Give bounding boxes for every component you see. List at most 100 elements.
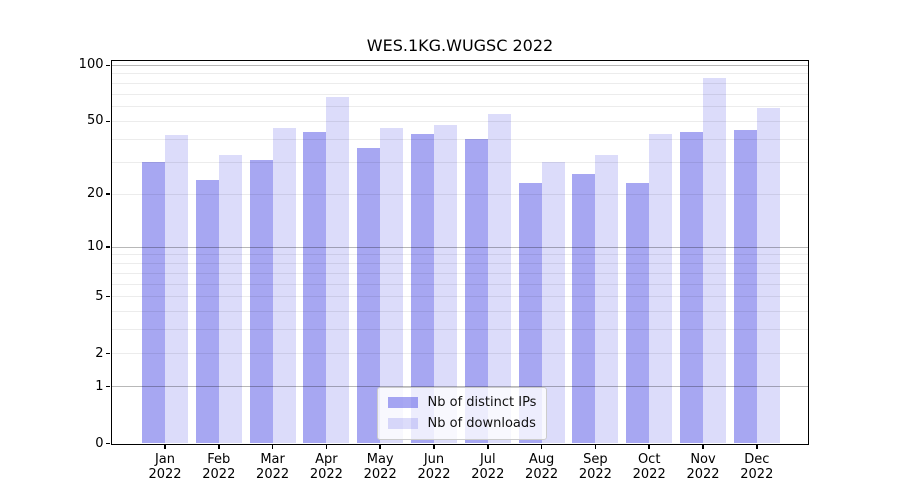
x-axis-label-month: May (366, 451, 394, 467)
gridline-minor (111, 193, 808, 195)
y-axis-tick (105, 442, 110, 445)
bar-distinct-ips-aug (518, 183, 542, 444)
x-axis-tick (271, 445, 274, 449)
x-axis-label-month: Jun (423, 451, 445, 467)
x-axis-label: Dec 2022 (717, 452, 797, 483)
x-axis-label-month: Nov (690, 451, 716, 467)
x-axis-label: Feb 2022 (179, 452, 259, 483)
x-axis-label-month: Apr (315, 451, 338, 467)
y-axis-tick (105, 246, 110, 248)
x-axis-label: Nov 2022 (663, 452, 743, 483)
x-axis-label: Jan 2022 (125, 452, 205, 483)
plot-area: Nb of distinct IPs Nb of downloads Jan 20… (79, 57, 809, 482)
gridline-minor (111, 93, 808, 95)
bar-downloads-feb (218, 154, 242, 444)
x-axis-label-year: 2022 (632, 467, 666, 482)
x-axis-label: Mar 2022 (233, 452, 313, 483)
bar-distinct-ips-feb (195, 179, 219, 444)
x-axis-label-month: Jul (479, 451, 496, 467)
bar-downloads-apr (326, 96, 350, 444)
bar-downloads-jul (487, 113, 511, 444)
y-axis-tick (105, 193, 110, 195)
x-axis-label-year: 2022 (740, 467, 774, 482)
y-axis-tick (105, 120, 110, 123)
x-axis-label-year: 2022 (578, 467, 612, 482)
x-axis-tick (702, 445, 704, 449)
bar-downloads-aug (541, 162, 565, 444)
x-axis-tick (648, 445, 650, 449)
gridline-minor (111, 263, 808, 265)
bar-distinct-ips-dec (733, 129, 757, 444)
x-axis-label-year: 2022 (363, 467, 397, 482)
y-axis-label: 2 (95, 345, 104, 361)
x-axis-tick (164, 445, 166, 449)
gridline-major (111, 246, 808, 248)
y-axis-label: 5 (95, 288, 104, 304)
bar-downloads-dec (756, 108, 780, 444)
gridline-major (111, 64, 808, 66)
x-axis-label-year: 2022 (148, 467, 182, 482)
bar-downloads-oct (649, 133, 673, 444)
bar-downloads-jan (165, 135, 188, 444)
bar-downloads-sep (595, 154, 619, 444)
x-axis-tick (756, 445, 758, 449)
y-axis-tick (105, 385, 110, 388)
bar-distinct-ips-mar (249, 159, 273, 444)
bar-downloads-mar (272, 128, 296, 444)
x-axis-label-year: 2022 (686, 467, 720, 482)
x-axis-tick (379, 445, 381, 449)
y-axis-label: 10 (86, 239, 104, 255)
x-axis-label: Apr 2022 (286, 452, 366, 483)
y-axis-label: 0 (95, 435, 104, 451)
gridline-minor (111, 296, 808, 298)
bar-distinct-ips-jun (411, 133, 434, 444)
x-axis-label-month: Aug (528, 451, 555, 467)
gridline-minor (111, 73, 808, 75)
y-axis-tick (105, 64, 110, 67)
bar-distinct-ips-oct (626, 183, 650, 444)
x-axis-label-month: Feb (207, 451, 231, 467)
gridline-minor (111, 353, 808, 354)
x-axis-tick (433, 445, 435, 449)
bar-distinct-ips-may (357, 147, 381, 444)
x-axis-label-month: Oct (637, 451, 661, 467)
x-axis-label-month: Mar (260, 451, 285, 467)
legend: Nb of distinct IPs Nb of downloads (376, 386, 548, 440)
x-axis-label-year: 2022 (256, 467, 290, 482)
bar-downloads-nov (703, 77, 726, 444)
gridline-minor (111, 83, 808, 85)
y-axis-label: 1 (95, 378, 104, 394)
x-axis-label-year: 2022 (525, 467, 559, 482)
x-axis-label: Oct 2022 (609, 452, 689, 483)
x-axis-label: Aug 2022 (502, 452, 582, 483)
x-axis-label-month: Sep (583, 451, 608, 467)
bar-distinct-ips-sep (572, 173, 596, 444)
y-axis-tick (105, 295, 110, 298)
x-axis-label-month: Jan (154, 451, 176, 467)
gridline-minor (111, 311, 808, 313)
gridline-minor (111, 161, 808, 163)
x-axis-label: Jul 2022 (448, 452, 528, 483)
x-axis-tick (325, 445, 328, 449)
x-axis-tick (594, 445, 597, 449)
x-axis-label-year: 2022 (202, 467, 236, 482)
y-axis-label: 50 (86, 113, 104, 129)
y-axis-label: 100 (78, 57, 104, 73)
bar-downloads-jun (434, 124, 457, 444)
gridline-minor (111, 329, 808, 331)
y-axis-label: 20 (86, 186, 104, 202)
legend-item-downloads: Nb of downloads (387, 415, 537, 432)
x-axis-tick (540, 445, 543, 449)
gridline-minor (111, 120, 808, 122)
legend-label-distinct-ips: Nb of distinct IPs (427, 394, 537, 410)
x-axis-label-year: 2022 (471, 467, 505, 482)
gridline-minor (111, 272, 808, 274)
bar-downloads-may (380, 128, 404, 444)
legend-label-downloads: Nb of downloads (427, 415, 536, 431)
bar-distinct-ips-jan (142, 162, 165, 444)
gridline-minor (111, 106, 808, 108)
x-axis-label: May 2022 (340, 452, 420, 483)
x-axis-label-month: Dec (744, 451, 770, 467)
chart-title: WES.1KG.WUGSC 2022 (366, 36, 554, 55)
